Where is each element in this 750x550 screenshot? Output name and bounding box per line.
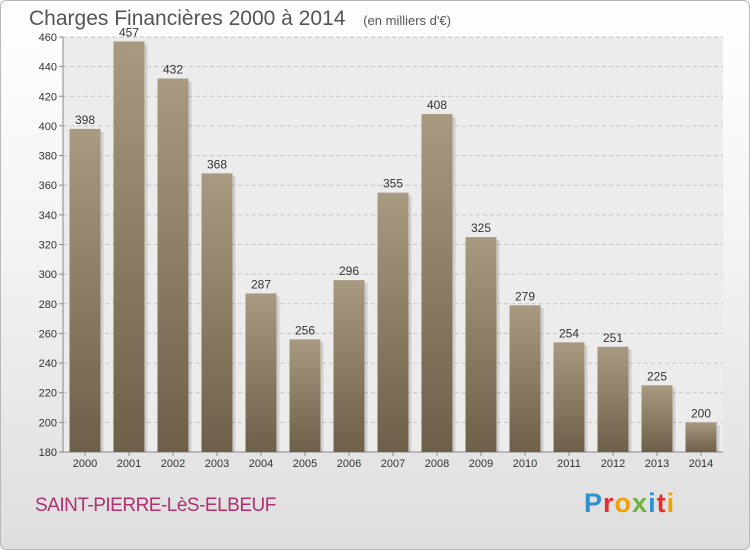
x-tick-label: 2010 bbox=[513, 458, 537, 470]
logo-letter: i bbox=[666, 488, 676, 518]
x-tick-label: 2013 bbox=[645, 458, 669, 470]
logo-letter: t bbox=[656, 488, 667, 518]
data-label: 279 bbox=[515, 289, 535, 303]
bar-2009 bbox=[465, 237, 497, 452]
bar-2005 bbox=[289, 339, 321, 452]
x-tick-label: 2009 bbox=[469, 458, 493, 470]
bar-2000 bbox=[69, 128, 101, 452]
x-tick-label: 2008 bbox=[425, 458, 449, 470]
y-tick-label: 280 bbox=[39, 299, 57, 311]
bar-2011 bbox=[553, 342, 585, 452]
bar-2010 bbox=[509, 305, 541, 452]
x-tick-label: 2011 bbox=[557, 458, 581, 470]
chart-title: Charges Financières 2000 à 2014 bbox=[29, 7, 346, 30]
x-tick-label: 2004 bbox=[249, 458, 273, 470]
logo-letter: x bbox=[632, 488, 649, 518]
data-label: 287 bbox=[251, 277, 271, 291]
data-label: 296 bbox=[339, 264, 359, 278]
y-tick-label: 220 bbox=[39, 388, 57, 400]
data-label: 355 bbox=[383, 177, 403, 191]
data-label: 368 bbox=[207, 157, 227, 171]
data-label: 225 bbox=[647, 369, 667, 383]
data-label: 457 bbox=[119, 25, 139, 39]
x-tick-label: 2003 bbox=[205, 458, 229, 470]
x-tick-label: 2006 bbox=[337, 458, 361, 470]
proxiti-logo: Proxiti bbox=[584, 488, 675, 519]
chart-subtitle: (en milliers d'€) bbox=[363, 13, 451, 28]
y-tick-label: 420 bbox=[39, 91, 57, 103]
y-axis: 180 200 220 240 260 280 300 320 340 360 380 400 420 4… bbox=[39, 32, 723, 459]
commune-name: SAINT-PIERRE-LèS-ELBEUF bbox=[35, 495, 276, 516]
data-label: 200 bbox=[691, 406, 711, 420]
logo-letter: r bbox=[603, 488, 615, 518]
y-tick-label: 440 bbox=[39, 62, 57, 74]
x-tick-label: 2000 bbox=[73, 458, 97, 470]
logo-letter: o bbox=[614, 488, 633, 518]
data-label: 254 bbox=[559, 326, 579, 340]
bar-2008 bbox=[421, 114, 453, 453]
data-label: 432 bbox=[163, 63, 183, 77]
x-tick-label: 2007 bbox=[381, 458, 405, 470]
y-tick-label: 200 bbox=[39, 417, 57, 429]
x-tick-label: 2014 bbox=[689, 458, 713, 470]
y-tick-label: 240 bbox=[39, 358, 57, 370]
bar-2012 bbox=[597, 346, 629, 452]
x-tick-label: 2002 bbox=[161, 458, 185, 470]
y-tick-label: 400 bbox=[39, 121, 57, 133]
y-tick-label: 320 bbox=[39, 240, 57, 252]
y-tick-label: 260 bbox=[39, 328, 57, 340]
x-tick-label: 2005 bbox=[293, 458, 317, 470]
x-tick-label: 2012 bbox=[601, 458, 625, 470]
data-label: 325 bbox=[471, 221, 491, 235]
data-label: 398 bbox=[75, 113, 95, 127]
chart-title-block: Charges Financières 2000 à 2014 (en mill… bbox=[29, 7, 451, 31]
data-label: 408 bbox=[427, 98, 447, 112]
y-tick-label: 380 bbox=[39, 151, 57, 163]
logo-letter: i bbox=[648, 488, 657, 518]
bar-2002 bbox=[157, 78, 189, 452]
y-tick-label: 180 bbox=[39, 447, 57, 459]
data-label: 251 bbox=[603, 331, 623, 345]
y-tick-label: 340 bbox=[39, 210, 57, 222]
bar-2014 bbox=[685, 422, 717, 452]
bar-2001 bbox=[113, 41, 145, 452]
bars: 398 457 432 368 287 256 296 355 408 325 279 254 251 2… bbox=[69, 25, 720, 453]
data-label: 256 bbox=[295, 323, 315, 337]
x-axis: 2000 2001 2002 2003 2004 2005 2006 2007 2008 2009… bbox=[73, 452, 713, 470]
bar-2013 bbox=[641, 385, 673, 452]
y-tick-label: 360 bbox=[39, 180, 57, 192]
bar-2007 bbox=[377, 192, 409, 452]
y-tick-label: 460 bbox=[39, 32, 57, 44]
x-tick-label: 2001 bbox=[117, 458, 141, 470]
y-tick-label: 300 bbox=[39, 269, 57, 281]
bar-2004 bbox=[245, 293, 277, 452]
bar-2003 bbox=[201, 173, 233, 452]
bar-2006 bbox=[333, 280, 365, 452]
logo-letter: P bbox=[584, 488, 604, 518]
